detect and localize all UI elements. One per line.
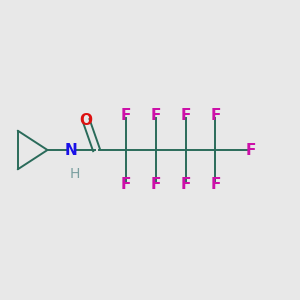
- Text: H: H: [70, 167, 80, 182]
- Text: F: F: [181, 108, 191, 123]
- Text: F: F: [151, 177, 161, 192]
- Text: F: F: [210, 108, 220, 123]
- Text: F: F: [121, 177, 131, 192]
- Text: F: F: [151, 108, 161, 123]
- Text: F: F: [210, 177, 220, 192]
- Text: F: F: [246, 142, 256, 158]
- Text: O: O: [80, 113, 93, 128]
- Text: F: F: [181, 177, 191, 192]
- Text: N: N: [65, 142, 78, 158]
- Text: F: F: [121, 108, 131, 123]
